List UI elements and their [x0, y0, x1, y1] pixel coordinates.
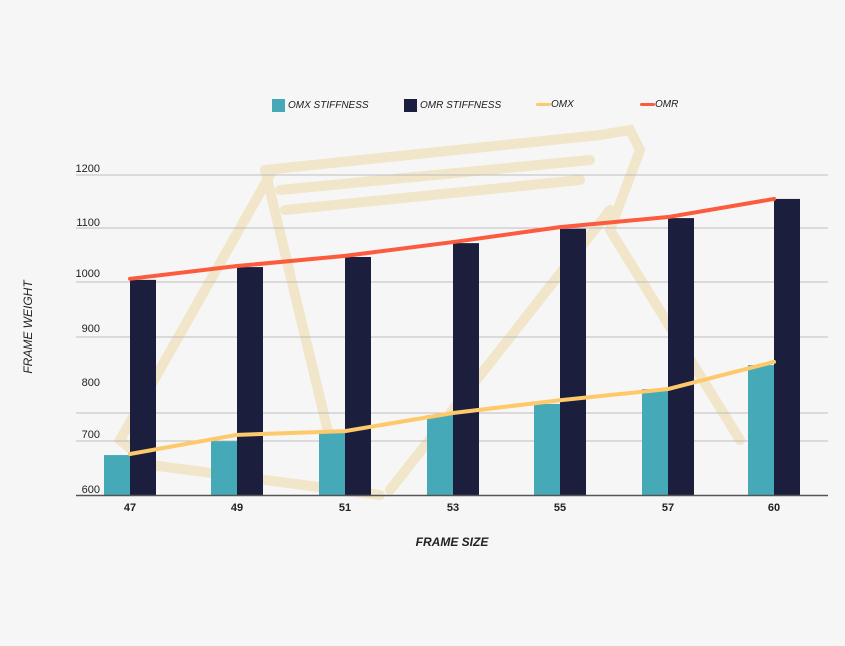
bar-omr-stiffness [453, 243, 479, 495]
y-axis-label: FRAME WEIGHT [21, 280, 35, 374]
legend-label: OMX [551, 99, 574, 110]
legend-label: OMX STIFFNESS [288, 100, 369, 111]
x-tick-label: 55 [554, 502, 566, 514]
x-tick-label: 47 [124, 502, 136, 514]
legend-item-omr-stiffness: OMR STIFFNESS [404, 99, 501, 112]
legend-label: OMR STIFFNESS [420, 100, 502, 111]
bar-omx-stiffness [427, 415, 453, 495]
legend-swatch [272, 99, 285, 112]
legend-item-omx: OMX [536, 99, 574, 110]
bar-omr-stiffness [774, 198, 800, 495]
legend-label: OMR [655, 99, 679, 110]
bar-omr-stiffness [560, 228, 586, 495]
legend-item-omx-stiffness: OMX STIFFNESS [272, 99, 369, 112]
line-omx [128, 359, 776, 456]
y-tick-label: 1100 [76, 217, 100, 229]
bar-omx-stiffness [104, 455, 130, 495]
y-tick-label: 1000 [76, 268, 100, 280]
y-tick-label: 800 [82, 377, 100, 389]
bar-omx-stiffness [534, 403, 560, 495]
y-tick-label: 900 [82, 323, 100, 335]
bar-omr-stiffness [130, 279, 156, 495]
y-tick-label: 700 [82, 429, 100, 441]
bar-omx-stiffness [748, 365, 774, 495]
legend-swatch [404, 99, 417, 112]
bar-omx-stiffness [319, 432, 345, 495]
x-tick-label: 60 [768, 502, 780, 514]
x-tick-label: 49 [231, 502, 243, 514]
x-tick-label: 57 [662, 502, 674, 514]
bar-omx-stiffness [211, 441, 237, 495]
legend: OMX STIFFNESS OMR STIFFNESS OMX OMR [0, 99, 845, 115]
y-tick-label: 600 [82, 484, 100, 496]
legend-line [640, 103, 655, 106]
bar-omx-stiffness [642, 389, 668, 495]
bar-omr-stiffness [345, 256, 371, 495]
legend-item-omr: OMR [640, 99, 678, 110]
x-tick-label: 53 [447, 502, 459, 514]
x-axis-label: FRAME SIZE [415, 535, 489, 549]
y-tick-label: 1200 [76, 163, 100, 175]
legend-line [536, 103, 551, 106]
bar-omr-stiffness [237, 267, 263, 495]
x-tick-label: 51 [339, 502, 351, 514]
bar-omr-stiffness [668, 218, 694, 495]
line-omr [128, 196, 776, 281]
